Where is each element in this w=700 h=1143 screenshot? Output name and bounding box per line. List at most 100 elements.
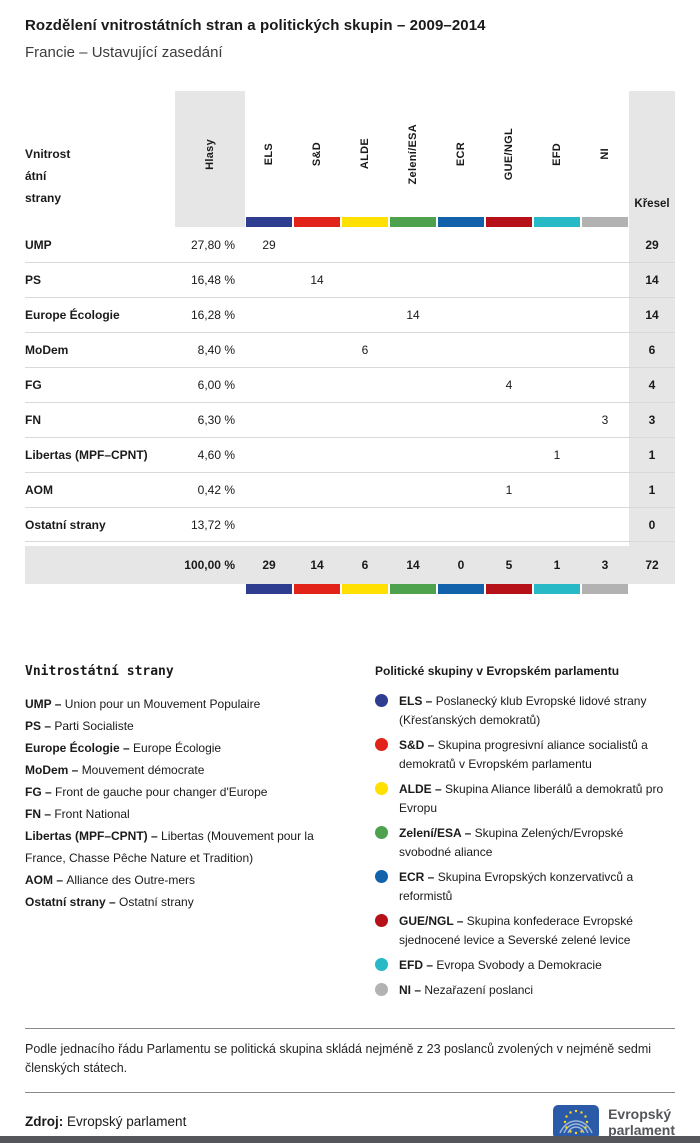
votes-percent: 6,00 % bbox=[175, 367, 245, 402]
source-label: Zdroj: bbox=[25, 1114, 64, 1130]
group-color-bar-sd bbox=[293, 584, 341, 594]
group-color-dot bbox=[375, 738, 388, 751]
seat-count-alde bbox=[341, 227, 389, 262]
seat-count-gue bbox=[485, 262, 533, 297]
total-seats-gue: 5 bbox=[485, 546, 533, 584]
seat-count-els bbox=[245, 332, 293, 367]
group-color-bar-els bbox=[245, 584, 293, 594]
seat-count-alde bbox=[341, 437, 389, 472]
seat-count-efd bbox=[533, 472, 581, 507]
group-color-bar-zeleni bbox=[389, 584, 437, 594]
seat-count-sd bbox=[293, 402, 341, 437]
group-column-header-ni: NI bbox=[599, 148, 611, 160]
legends-section: Vnitrostátní strany UMP – Union pour un … bbox=[25, 664, 675, 1006]
party-name: AOM bbox=[25, 472, 175, 507]
votes-percent: 27,80 % bbox=[190, 237, 235, 252]
seat-count-zeleni bbox=[389, 437, 437, 472]
group-column-header-ecr: ECR bbox=[455, 141, 467, 167]
group-legend-item: EFD – Evropa Svobody a Demokracie bbox=[375, 956, 675, 975]
seat-count-zeleni bbox=[389, 262, 437, 297]
votes-percent: 8,40 % bbox=[175, 332, 245, 367]
seat-count-zeleni bbox=[389, 402, 437, 437]
ep-logo-line1: Evropský bbox=[608, 1105, 672, 1122]
seat-count-efd bbox=[533, 332, 581, 367]
page-title: Rozdělení vnitrostátních stran a politic… bbox=[25, 17, 486, 34]
total-seats-alde: 6 bbox=[341, 546, 389, 584]
source-value: Evropský parlament bbox=[67, 1114, 187, 1130]
seat-count-efd bbox=[533, 227, 581, 262]
votes-percent: 4,60 % bbox=[175, 437, 245, 472]
group-color-dot bbox=[375, 826, 388, 839]
group-color-bar-ni bbox=[581, 217, 629, 227]
seat-count-zeleni bbox=[389, 227, 437, 262]
kresel-value: 1 bbox=[629, 472, 675, 507]
seat-count-efd bbox=[533, 402, 581, 437]
seat-count-ecr bbox=[437, 367, 485, 402]
seat-count-alde bbox=[341, 472, 389, 507]
spacer-cell bbox=[25, 217, 175, 227]
party-legend-item: AOM – Alliance des Outre-mers bbox=[25, 873, 196, 887]
seat-count-ni: 3 bbox=[581, 402, 629, 437]
seat-count-ni bbox=[581, 262, 629, 297]
legend-groups-items: ELS – Poslanecký klub Evropské lidové st… bbox=[375, 692, 675, 1000]
footnote: Podle jednacího řádu Parlamentu se polit… bbox=[25, 1028, 675, 1093]
seat-count-gue: 1 bbox=[485, 472, 533, 507]
group-legend-item: ELS – Poslanecký klub Evropské lidové st… bbox=[375, 692, 675, 730]
seat-count-ni bbox=[581, 507, 629, 542]
votes-percent: 0,42 % bbox=[175, 472, 245, 507]
kresel-value: 4 bbox=[629, 367, 675, 402]
group-color-bar-efd bbox=[533, 584, 581, 594]
ep-logo-text: Evropský parlament bbox=[608, 1106, 675, 1138]
seat-count-alde bbox=[341, 262, 389, 297]
seat-count-zeleni: 14 bbox=[389, 297, 437, 332]
group-legend-item: NI – Nezařazení poslanci bbox=[375, 981, 675, 1000]
seat-count-efd bbox=[533, 262, 581, 297]
seat-count-alde bbox=[341, 402, 389, 437]
total-seats-ecr: 0 bbox=[437, 546, 485, 584]
total-seats-ni: 3 bbox=[581, 546, 629, 584]
spacer-cell bbox=[629, 217, 675, 227]
party-name: PS bbox=[25, 262, 175, 297]
party-legend-item: Ostatní strany – Ostatní strany bbox=[25, 895, 194, 909]
seat-count-sd bbox=[293, 332, 341, 367]
spacer-cell bbox=[175, 217, 245, 227]
seat-count-sd: 14 bbox=[293, 262, 341, 297]
total-seats-sd: 14 bbox=[293, 546, 341, 584]
party-column-header: Vnitrost átní strany bbox=[25, 147, 71, 205]
ep-logo: Evropský parlament bbox=[553, 1104, 675, 1139]
party-name: Ostatní strany bbox=[25, 507, 175, 542]
total-kresel: 72 bbox=[629, 546, 675, 584]
seat-count-ni bbox=[581, 472, 629, 507]
seat-count-efd: 1 bbox=[533, 437, 581, 472]
seat-count-efd bbox=[533, 507, 581, 542]
party-legend-item: UMP – Union pour un Mouvement Populaire bbox=[25, 697, 261, 711]
party-name: FN bbox=[25, 402, 175, 437]
group-legend-item: Zelení/ESA – Skupina Zelených/Evropské s… bbox=[375, 824, 675, 862]
seat-count-els bbox=[245, 297, 293, 332]
seat-count-efd bbox=[533, 297, 581, 332]
group-color-bar-gue bbox=[485, 584, 533, 594]
seat-count-ni bbox=[581, 297, 629, 332]
seat-count-els bbox=[245, 367, 293, 402]
group-legend-item: ALDE – Skupina Aliance liberálů a demokr… bbox=[375, 780, 675, 818]
party-name: Europe Écologie bbox=[25, 297, 175, 332]
seat-count-ecr bbox=[437, 297, 485, 332]
party-name: FG bbox=[25, 367, 175, 402]
group-column-header-sd: S&D bbox=[311, 141, 323, 167]
seat-count-gue: 4 bbox=[485, 367, 533, 402]
spacer-cell bbox=[175, 584, 245, 594]
group-color-bar-ecr bbox=[437, 217, 485, 227]
kresel-value: 6 bbox=[629, 332, 675, 367]
party-legend-item: PS – Parti Socialiste bbox=[25, 719, 134, 733]
seat-count-sd bbox=[293, 297, 341, 332]
seat-count-ecr bbox=[437, 472, 485, 507]
group-color-bar-alde bbox=[341, 584, 389, 594]
ep-logo-line2: parlament bbox=[608, 1121, 675, 1138]
group-color-dot bbox=[375, 958, 388, 971]
group-color-bar-efd bbox=[533, 217, 581, 227]
group-color-bar-gue bbox=[485, 217, 533, 227]
bottom-accent-bar bbox=[0, 1136, 700, 1143]
group-color-dot bbox=[375, 782, 388, 795]
group-legend-item: GUE/NGL – Skupina konfederace Evropské s… bbox=[375, 912, 675, 950]
